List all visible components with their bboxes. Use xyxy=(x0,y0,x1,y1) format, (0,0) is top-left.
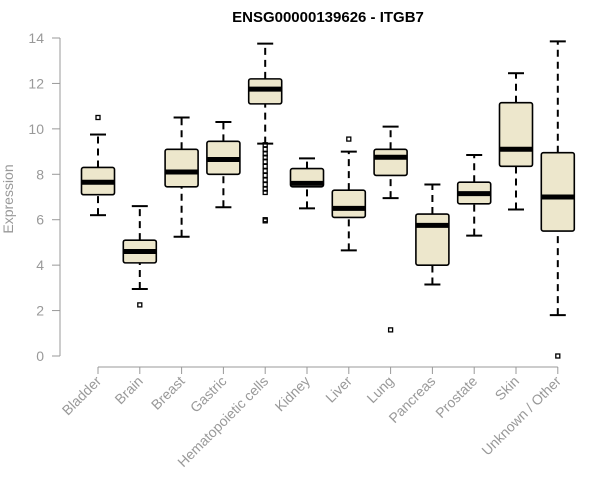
outlier-point xyxy=(262,142,268,148)
y-tick-label: 14 xyxy=(28,30,44,46)
outlier-point xyxy=(262,189,268,196)
boxes xyxy=(80,40,576,359)
y-tick-label: 6 xyxy=(36,212,44,228)
x-category-label: Liver xyxy=(322,373,355,406)
outlier-point xyxy=(555,353,561,359)
y-tick-label: 4 xyxy=(36,257,44,273)
iqr-box xyxy=(540,151,576,232)
box-kidney xyxy=(289,157,325,210)
outlier-point xyxy=(137,302,143,308)
box-hematopoietic-cells xyxy=(247,42,283,224)
outlier-point xyxy=(262,163,268,169)
y-tick-label: 10 xyxy=(28,121,44,137)
x-category-label: Unknown / Other xyxy=(478,373,564,459)
iqr-box xyxy=(164,148,199,188)
x-category-label: Prostate xyxy=(432,373,480,421)
outlier-point xyxy=(262,177,268,183)
y-axis-label: Expression xyxy=(0,164,16,233)
y-tick-label: 12 xyxy=(28,75,44,91)
iqr-box xyxy=(498,101,534,168)
box-breast xyxy=(164,116,199,238)
x-category-label: Breast xyxy=(148,373,188,413)
outlier-point xyxy=(262,172,268,179)
outlier-point xyxy=(262,154,268,160)
x-category-label: Kidney xyxy=(272,373,314,415)
box-unknown-other xyxy=(540,40,576,359)
y-axis: 0 2 4 6 8 10 12 14 xyxy=(28,30,61,364)
outlier-point xyxy=(262,159,268,165)
box-bladder xyxy=(80,114,116,217)
box-skin xyxy=(498,72,534,211)
y-tick-label: 2 xyxy=(36,303,44,319)
box-prostate xyxy=(456,153,492,237)
x-category-label: Skin xyxy=(492,373,523,404)
box-brain xyxy=(122,205,158,308)
box-gastric xyxy=(206,121,241,209)
outlier-point xyxy=(262,218,268,224)
outlier-point xyxy=(346,136,352,142)
iqr-box xyxy=(331,189,367,219)
x-category-label: Bladder xyxy=(59,373,105,419)
x-category-label: Brain xyxy=(111,373,145,407)
outlier-point xyxy=(262,181,268,188)
box-lung xyxy=(373,125,408,333)
iqr-box xyxy=(373,148,408,177)
outlier-point xyxy=(95,114,101,121)
y-tick-label: 8 xyxy=(36,166,44,182)
outlier-point xyxy=(387,327,394,333)
iqr-box xyxy=(415,213,450,266)
y-tick-label: 0 xyxy=(36,348,44,364)
chart-title: ENSG00000139626 - ITGB7 xyxy=(232,9,424,26)
box-pancreas xyxy=(415,183,450,286)
outlier-point xyxy=(262,146,268,152)
box-liver xyxy=(331,136,367,252)
x-category-label: Lung xyxy=(363,373,396,406)
outlier-point xyxy=(262,168,268,174)
